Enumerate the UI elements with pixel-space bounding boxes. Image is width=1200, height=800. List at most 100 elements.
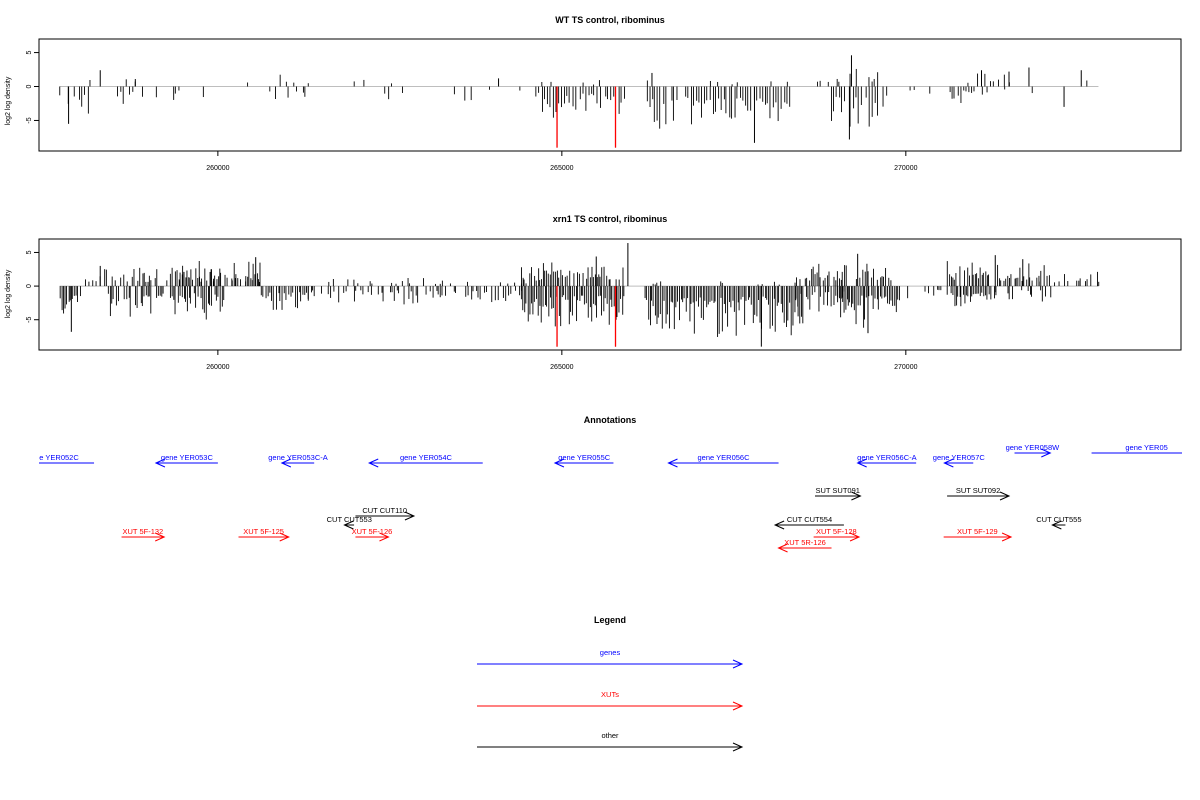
xrn1-y-tick-label: 5: [26, 250, 33, 254]
xrn1-y-tick-label: -5: [26, 317, 33, 323]
annotations-track: Annotations gene YER052C gene YER053C gene…: [11, 415, 1200, 553]
legend-item-xut: XUTs: [477, 690, 744, 711]
legend-item-gene: genes: [477, 648, 744, 669]
feature-gene[interactable]: gene YER058W: [1006, 443, 1061, 458]
feature-arrowhead: [999, 491, 1011, 501]
feature-arrowhead: [1193, 449, 1200, 457]
feature-arrowhead: [1041, 448, 1052, 458]
feature-arrowhead: [404, 511, 416, 521]
legend-title: Legend: [594, 615, 626, 625]
wt-x-tick-label: 265000: [550, 165, 573, 172]
feature-arrowhead: [1051, 520, 1062, 530]
wt-coverage-panel: WT TS control, ribominus log2 log densit…: [5, 15, 1182, 172]
xrn1-x-tick-label: 260000: [206, 364, 229, 371]
legend-arrowhead: [732, 742, 744, 752]
feature-layer: gene YER052C gene YER053C gene YER053C-A ge…: [11, 443, 1200, 553]
feature-label: gene YER058W: [1006, 443, 1061, 452]
feature-label: XUT 5R-126: [784, 538, 826, 547]
feature-label: CUT CUT555: [1036, 515, 1081, 524]
legend-label: genes: [600, 648, 621, 657]
feature-arrowhead: [379, 532, 390, 542]
feature-arrowhead: [11, 459, 20, 467]
feature-arrowhead: [280, 458, 292, 468]
feature-label: gene YER057C: [933, 453, 986, 462]
feature-other[interactable]: CUT CUT554: [773, 515, 844, 530]
feature-label: XUT 5F-126: [352, 527, 393, 536]
feature-arrowhead: [553, 458, 565, 468]
feature-arrowhead: [155, 532, 166, 542]
feature-other[interactable]: CUT CUT110: [355, 506, 416, 521]
feature-label: CUT CUT110: [362, 506, 407, 515]
feature-arrowhead: [367, 458, 379, 468]
feature-label: gene YER054C: [400, 453, 453, 462]
feature-xut[interactable]: XUT 5R-126: [777, 538, 832, 553]
feature-label: gene YER056C-A: [857, 453, 916, 462]
legend-item-other: other: [477, 731, 744, 752]
xrn1-coverage-panel: xrn1 TS control, ribominus log2 log dens…: [5, 214, 1182, 371]
feature-arrowhead: [667, 458, 678, 468]
feature-label: CUT CUT554: [787, 515, 832, 524]
feature-gene[interactable]: gene YER05: [1091, 443, 1200, 457]
legend-items: genes XUTs other: [477, 648, 744, 752]
feature-gene[interactable]: gene YER052C: [11, 453, 95, 467]
xrn1-y-tick-label: 0: [26, 284, 33, 288]
xrn1-x-tick-label: 265000: [550, 364, 573, 371]
feature-label: CUT CUT553: [327, 515, 372, 524]
wt-y-tick-label: -5: [26, 117, 33, 123]
feature-label: XUT 5F-129: [957, 527, 998, 536]
feature-xut[interactable]: XUT 5F-132: [121, 527, 166, 542]
wt-density-bars: [59, 55, 1088, 148]
feature-xut[interactable]: XUT 5F-129: [943, 527, 1013, 542]
feature-arrowhead: [849, 532, 861, 542]
feature-label: gene YER053C-A: [268, 453, 327, 462]
feature-label: XUT 5F-132: [123, 527, 164, 536]
xrn1-density-bars: [59, 243, 1100, 347]
feature-other[interactable]: SUT SUT092: [947, 486, 1011, 501]
xrn1-plot-frame: [38, 238, 1182, 351]
annotations-title: Annotations: [584, 415, 637, 425]
wt-plot-frame: [38, 38, 1182, 152]
feature-arrowhead: [773, 520, 785, 530]
wt-y-tick-label: 0: [26, 84, 33, 88]
wt-y-axis-label: log2 log density: [5, 76, 12, 125]
feature-gene[interactable]: gene YER054C: [367, 453, 483, 468]
feature-arrowhead: [1001, 532, 1013, 542]
feature-arrowhead: [851, 491, 862, 501]
wt-x-tick-label: 270000: [894, 165, 917, 172]
xrn1-panel-title: xrn1 TS control, ribominus: [553, 214, 668, 224]
feature-gene[interactable]: gene YER053C-A: [268, 453, 328, 468]
feature-label: gene YER056C: [698, 453, 751, 462]
legend-label: XUTs: [601, 690, 619, 699]
feature-gene[interactable]: gene YER053C: [154, 453, 218, 468]
feature-xut[interactable]: XUT 5F-128: [813, 527, 861, 542]
feature-gene[interactable]: gene YER055C: [553, 453, 614, 468]
legend: Legend genes XUTs other: [477, 615, 744, 752]
xrn1-plot-area: 5 0 -5 260000 265000 270000: [26, 238, 1182, 371]
wt-plot-area: 5 0 -5 260000 265000 270000: [26, 38, 1182, 172]
feature-label: gene YER052C: [27, 453, 80, 462]
legend-arrowhead: [732, 659, 744, 669]
wt-x-tick-label: 260000: [206, 165, 229, 172]
feature-other[interactable]: SUT SUT091: [815, 486, 862, 501]
legend-label: other: [601, 731, 619, 740]
legend-arrowhead: [732, 701, 744, 711]
xrn1-x-tick-label: 270000: [894, 364, 917, 371]
feature-gene[interactable]: gene YER057C: [933, 453, 986, 468]
feature-xut[interactable]: XUT 5F-126: [352, 527, 393, 542]
feature-label: SUT SUT091: [815, 486, 859, 495]
wt-y-tick-label: 5: [26, 51, 33, 55]
feature-gene[interactable]: gene YER056C-A: [856, 453, 917, 468]
feature-arrowhead: [279, 532, 290, 542]
xrn1-y-axis-label: log2 log density: [5, 269, 12, 318]
feature-xut[interactable]: XUT 5F-125: [238, 527, 290, 542]
feature-label: gene YER053C: [161, 453, 214, 462]
feature-label: SUT SUT092: [956, 486, 1000, 495]
feature-other[interactable]: CUT CUT553: [327, 515, 372, 530]
feature-arrowhead: [343, 520, 354, 530]
feature-label: gene YER05: [1125, 443, 1167, 452]
feature-gene[interactable]: gene YER056C: [667, 453, 779, 468]
feature-label: XUT 5F-125: [243, 527, 284, 536]
feature-arrowhead: [154, 458, 166, 468]
feature-other[interactable]: CUT CUT555: [1036, 515, 1082, 530]
